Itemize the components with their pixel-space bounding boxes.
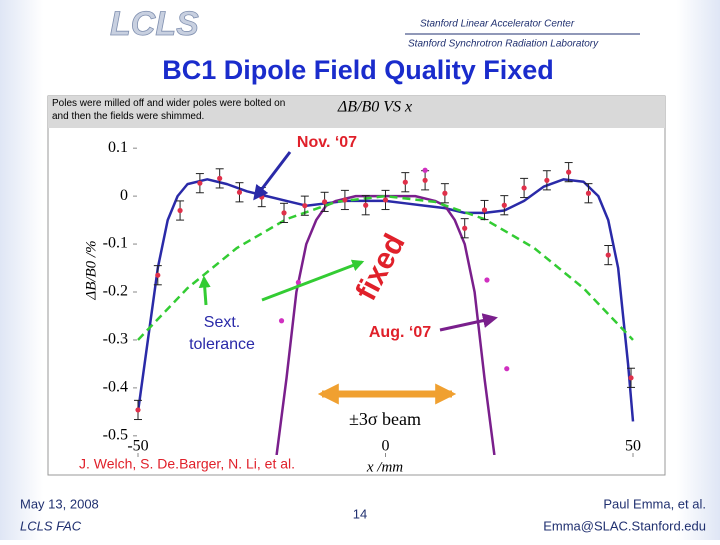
footer-date: May 13, 2008 (20, 496, 99, 511)
x-tick-label: 50 (625, 438, 641, 455)
data-point (504, 366, 510, 372)
annotation: Sext. (204, 314, 240, 331)
data-point (281, 210, 287, 216)
data-point (501, 202, 507, 208)
y-tick-label: 0.1 (108, 139, 128, 156)
y-tick-label: -0.5 (103, 426, 128, 443)
data-point (521, 185, 527, 191)
annotation: ±3σ beam (349, 409, 421, 429)
data-point (236, 189, 243, 195)
data-point (278, 318, 285, 324)
logo: LCLS (110, 5, 199, 43)
data-point (155, 272, 161, 278)
slide-title: BC1 Dipole Field Quality Fixed (162, 55, 554, 85)
data-point (259, 194, 265, 200)
plot-area (134, 162, 636, 455)
y-tick-label: -0.3 (103, 331, 128, 348)
y-tick-label: -0.4 (103, 379, 128, 396)
note: Poles were milled off and wider poles we… (52, 98, 286, 122)
data-point (422, 177, 428, 183)
y-tick-label: -0.1 (103, 235, 128, 252)
page-number: 14 (353, 506, 367, 521)
footer-author: Paul Emma, et al. (603, 496, 706, 511)
org-name: Stanford Linear Accelerator Center (420, 19, 575, 30)
x-tick-label: 0 (382, 438, 390, 455)
data-point (197, 180, 203, 186)
note-strip (48, 96, 665, 128)
org-name: Stanford Synchrotron Radiation Laborator… (408, 39, 599, 50)
data-point (217, 175, 223, 181)
data-point (302, 203, 308, 209)
data-point (382, 197, 389, 203)
data-point (442, 190, 448, 196)
credit: J. Welch, S. De.Barger, N. Li, et al. (79, 456, 295, 472)
data-point (628, 375, 634, 381)
annotation: Nov. ‘07 (297, 134, 357, 151)
data-point (177, 207, 183, 214)
arrow (439, 313, 498, 332)
chart-title: ΔB/B0 VS x (337, 99, 412, 116)
data-point (566, 169, 572, 175)
data-point (422, 167, 428, 173)
data-point (544, 177, 550, 183)
data-point (481, 207, 488, 213)
data-point (402, 179, 408, 185)
footer-email: Emma@SLAC.Stanford.edu (543, 518, 706, 533)
data-point (605, 252, 611, 258)
annotation: Aug. ‘07 (369, 324, 431, 341)
data-point (585, 190, 592, 196)
x-tick-label: -50 (127, 438, 148, 455)
chart-panel (47, 95, 666, 476)
arrow (198, 275, 211, 306)
y-tick-label: 0 (120, 187, 128, 204)
y-tick-label: -0.2 (103, 283, 128, 300)
footer-meeting: LCLS FAC (20, 518, 82, 533)
data-point (342, 197, 348, 203)
data-point (484, 277, 490, 283)
note-box: Poles were milled off and wider poles we… (52, 98, 286, 122)
data-point (322, 199, 328, 205)
arrow (261, 259, 365, 302)
curve (136, 178, 635, 422)
annotation: tolerance (189, 336, 255, 353)
data-point (363, 202, 369, 208)
x-axis-label: x /mm (366, 459, 403, 475)
data-point (295, 279, 301, 286)
y-axis-label: ΔB/B0 /% (83, 240, 99, 300)
arrow (253, 151, 292, 201)
data-point (462, 225, 468, 231)
data-point (135, 407, 141, 413)
curve (137, 194, 634, 341)
